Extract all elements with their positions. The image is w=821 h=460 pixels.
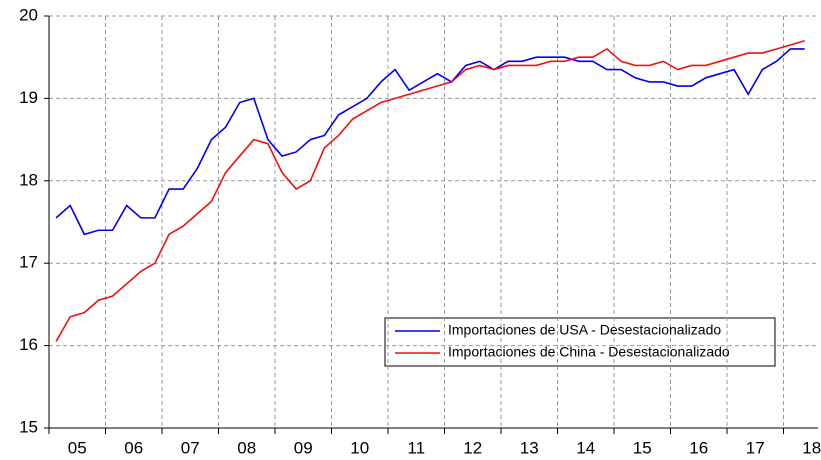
x-tick-label: 16	[689, 438, 708, 457]
series-line	[55, 39, 805, 342]
x-tick-label: 06	[124, 438, 143, 457]
x-tick-label: 10	[350, 438, 369, 457]
series-line	[55, 48, 805, 236]
legend-label: Importaciones de China - Desestacionaliz…	[448, 344, 730, 360]
x-tick-label: 15	[633, 438, 652, 457]
y-tick-label: 16	[19, 335, 38, 354]
x-tick-label: 11	[407, 438, 425, 457]
x-tick-label: 18	[802, 438, 821, 457]
x-tick-label: 12	[463, 438, 482, 457]
x-tick-label: 08	[237, 438, 256, 457]
x-tick-label: 17	[746, 438, 765, 457]
x-tick-label: 07	[181, 438, 200, 457]
legend-box	[384, 317, 776, 367]
x-tick-label: 13	[520, 438, 539, 457]
x-tick-label: 05	[68, 438, 87, 457]
x-tick-label: 09	[294, 438, 313, 457]
legend-label: Importaciones de USA - Desestacionalizad…	[448, 322, 721, 338]
x-tick-label: 14	[576, 438, 595, 457]
y-tick-label: 15	[19, 417, 38, 436]
y-tick-label: 20	[19, 5, 38, 24]
y-tick-label: 18	[19, 170, 38, 189]
y-tick-label: 17	[19, 253, 38, 272]
y-tick-label: 19	[19, 88, 38, 107]
